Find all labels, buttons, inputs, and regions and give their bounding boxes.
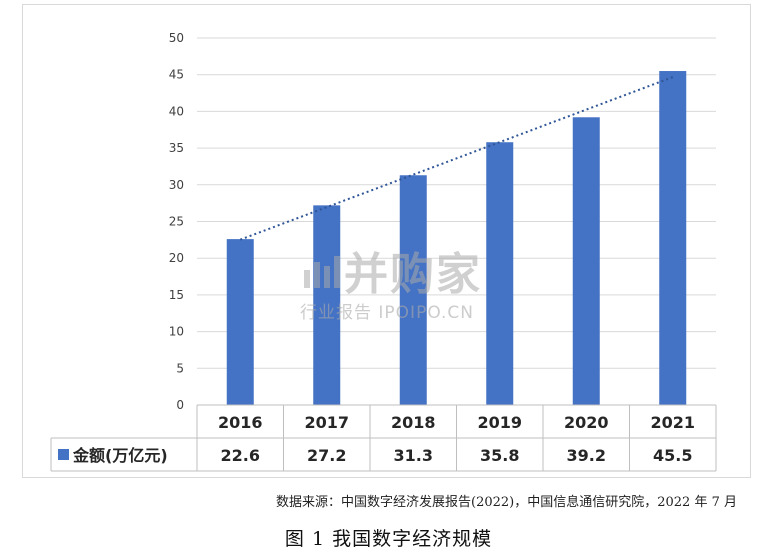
y-tick-label: 45: [169, 68, 184, 82]
bar: [572, 117, 600, 405]
source-note: 数据来源：中国数字经济发展报告(2022)，中国信息通信研究院，2022 年 7…: [276, 495, 737, 510]
y-tick-label: 15: [169, 288, 184, 302]
bar: [226, 239, 254, 405]
trendline: [239, 76, 674, 241]
y-tick-label: 35: [169, 141, 184, 155]
y-tick-label: 40: [169, 104, 184, 118]
y-tick-label: 30: [169, 178, 184, 192]
y-tick-label: 25: [169, 215, 184, 229]
data-label: 27.2: [307, 446, 346, 465]
bar: [399, 175, 427, 405]
figure-caption: 图 1 我国数字经济规模: [284, 528, 493, 550]
x-tick-label: 2021: [650, 413, 695, 432]
data-label: 39.2: [567, 446, 606, 465]
data-label: 22.6: [221, 446, 260, 465]
y-tick-label: 10: [169, 325, 184, 339]
y-tick-label: 5: [176, 361, 184, 375]
legend-label: 金额(万亿元): [72, 446, 168, 465]
data-label: 35.8: [480, 446, 519, 465]
chart-svg: 0 5 10 15 20 25 30 35 40 45 50 2016 22.6 2017 27.2 2018…: [50, 31, 717, 472]
y-tick-label: 50: [169, 31, 184, 45]
x-tick-label: 2020: [564, 413, 609, 432]
legend-key: [58, 449, 69, 460]
y-tick-label: 0: [176, 398, 184, 412]
data-label: 45.5: [653, 446, 692, 465]
x-tick-label: 2016: [218, 413, 263, 432]
bar: [659, 71, 687, 405]
y-tick-label: 20: [169, 251, 184, 265]
bar: [313, 205, 341, 405]
data-label: 31.3: [394, 446, 433, 465]
x-tick-label: 2018: [391, 413, 436, 432]
x-tick-label: 2019: [477, 413, 522, 432]
bar: [486, 142, 514, 405]
x-tick-label: 2017: [304, 413, 349, 432]
chart-frame: 0 5 10 15 20 25 30 35 40 45 50 2016 22.6 2017 27.2 2018…: [22, 4, 751, 478]
